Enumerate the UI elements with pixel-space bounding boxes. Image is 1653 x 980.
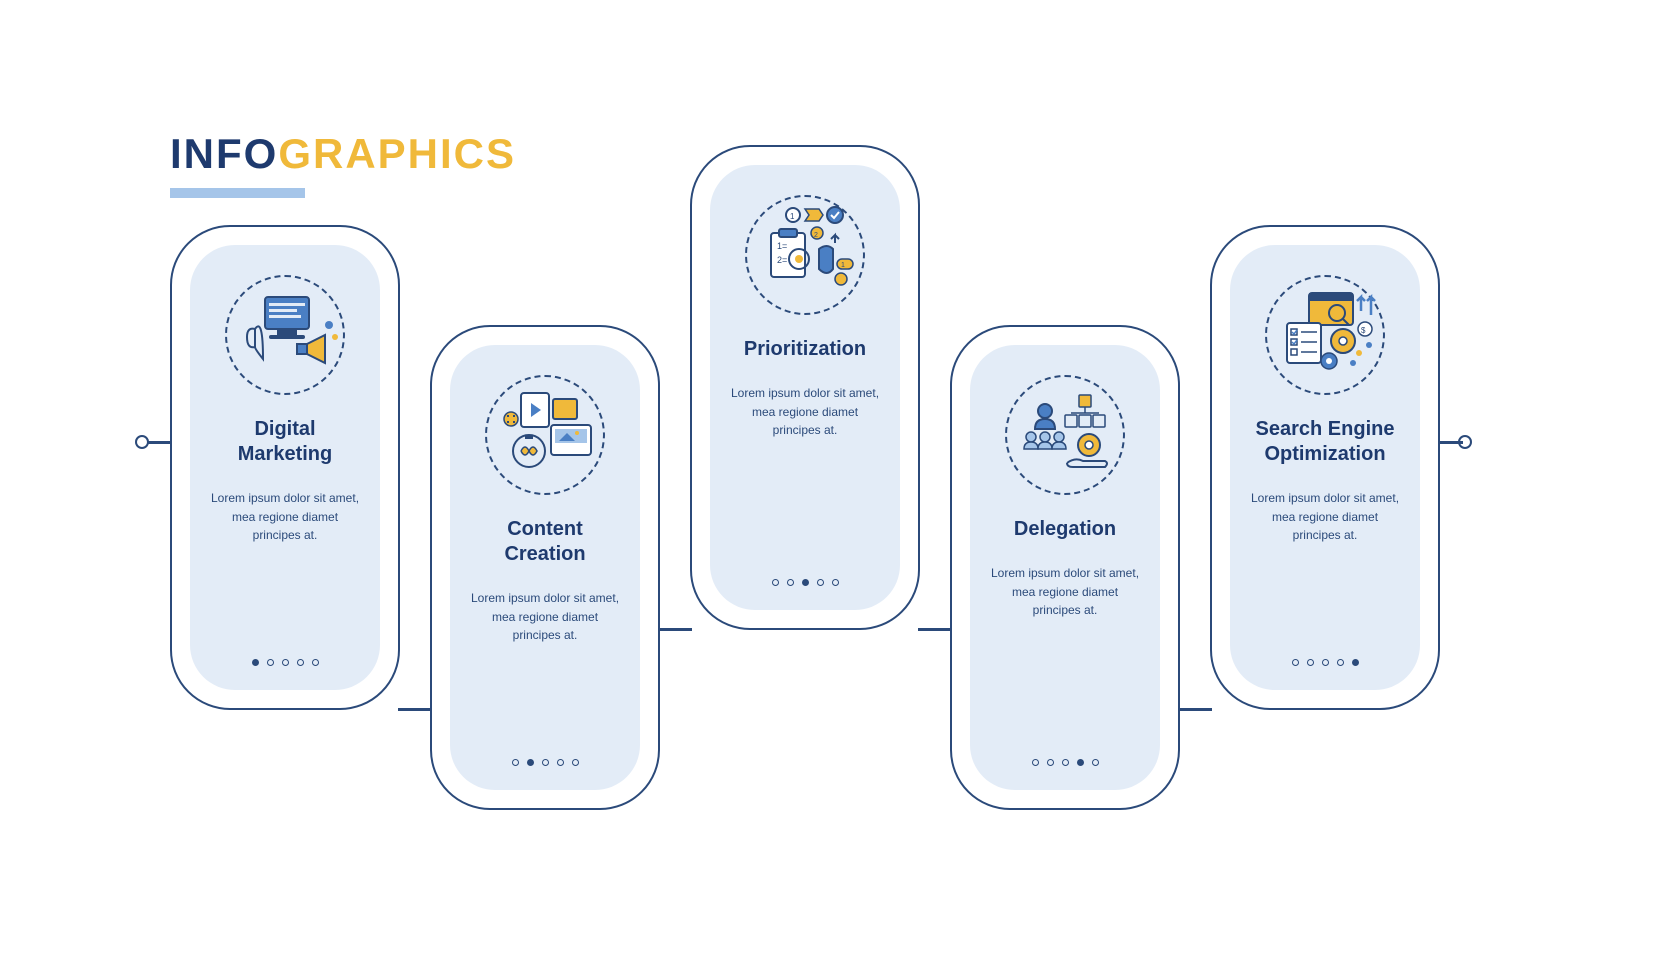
dot (1047, 759, 1054, 766)
dot (557, 759, 564, 766)
card-title: Content Creation (468, 517, 622, 567)
prioritization-icon: 1= 2= 1 2 1 (745, 195, 865, 315)
card-digital-marketing: Digital Marketing Lorem ipsum dolor sit … (170, 225, 400, 710)
svg-text:1=: 1= (777, 241, 787, 251)
card-delegation: Delegation Lorem ipsum dolor sit amet, m… (950, 325, 1180, 810)
dot (772, 579, 779, 586)
svg-text:2=: 2= (777, 255, 787, 265)
pagination-dots (1032, 759, 1099, 766)
card-inner: Content Creation Lorem ipsum dolor sit a… (450, 345, 640, 790)
dot (1077, 759, 1084, 766)
dot (572, 759, 579, 766)
card-inner: $ Search Engine Optimization Lorem ipsum… (1230, 245, 1420, 690)
card-description: Lorem ipsum dolor sit amet, mea regione … (468, 589, 622, 741)
card-prioritization: 1= 2= 1 2 1 Prior (690, 145, 920, 630)
svg-text:1: 1 (790, 212, 795, 221)
dot (1292, 659, 1299, 666)
dot (1307, 659, 1314, 666)
dot (312, 659, 319, 666)
svg-text:2: 2 (814, 232, 818, 239)
card-description: Lorem ipsum dolor sit amet, mea regione … (728, 384, 882, 561)
connector-line (1438, 441, 1463, 444)
cards-container: Digital Marketing Lorem ipsum dolor sit … (150, 145, 1500, 845)
dot (1337, 659, 1344, 666)
card-seo: $ Search Engine Optimization Lorem ipsum… (1210, 225, 1440, 710)
dot (512, 759, 519, 766)
dot (1062, 759, 1069, 766)
dot (542, 759, 549, 766)
dot (832, 579, 839, 586)
dot (817, 579, 824, 586)
card-inner: Delegation Lorem ipsum dolor sit amet, m… (970, 345, 1160, 790)
card-title: Search Engine Optimization (1248, 417, 1402, 467)
connector-line (918, 628, 952, 631)
svg-text:1: 1 (841, 262, 845, 269)
dot (282, 659, 289, 666)
dot (527, 759, 534, 766)
connector-line (658, 628, 692, 631)
connector-line (1178, 708, 1212, 711)
dot (267, 659, 274, 666)
dot (1032, 759, 1039, 766)
pagination-dots (252, 659, 319, 666)
dot (1322, 659, 1329, 666)
card-title: Delegation (1014, 517, 1116, 542)
seo-icon: $ (1265, 275, 1385, 395)
svg-text:$: $ (1361, 326, 1366, 335)
card-description: Lorem ipsum dolor sit amet, mea regione … (988, 564, 1142, 741)
pagination-dots (772, 579, 839, 586)
pagination-dots (1292, 659, 1359, 666)
dot (297, 659, 304, 666)
delegation-icon (1005, 375, 1125, 495)
card-title: Digital Marketing (208, 417, 362, 467)
card-inner: Digital Marketing Lorem ipsum dolor sit … (190, 245, 380, 690)
card-content-creation: Content Creation Lorem ipsum dolor sit a… (430, 325, 660, 810)
card-description: Lorem ipsum dolor sit amet, mea regione … (1248, 489, 1402, 641)
card-title: Prioritization (744, 337, 866, 362)
dot (1092, 759, 1099, 766)
content-creation-icon (485, 375, 605, 495)
dot (787, 579, 794, 586)
card-inner: 1= 2= 1 2 1 Prior (710, 165, 900, 610)
dot (1352, 659, 1359, 666)
dot (802, 579, 809, 586)
card-description: Lorem ipsum dolor sit amet, mea regione … (208, 489, 362, 641)
connector-line (398, 708, 432, 711)
dot (252, 659, 259, 666)
pagination-dots (512, 759, 579, 766)
connector-line (147, 441, 172, 444)
digital-marketing-icon (225, 275, 345, 395)
